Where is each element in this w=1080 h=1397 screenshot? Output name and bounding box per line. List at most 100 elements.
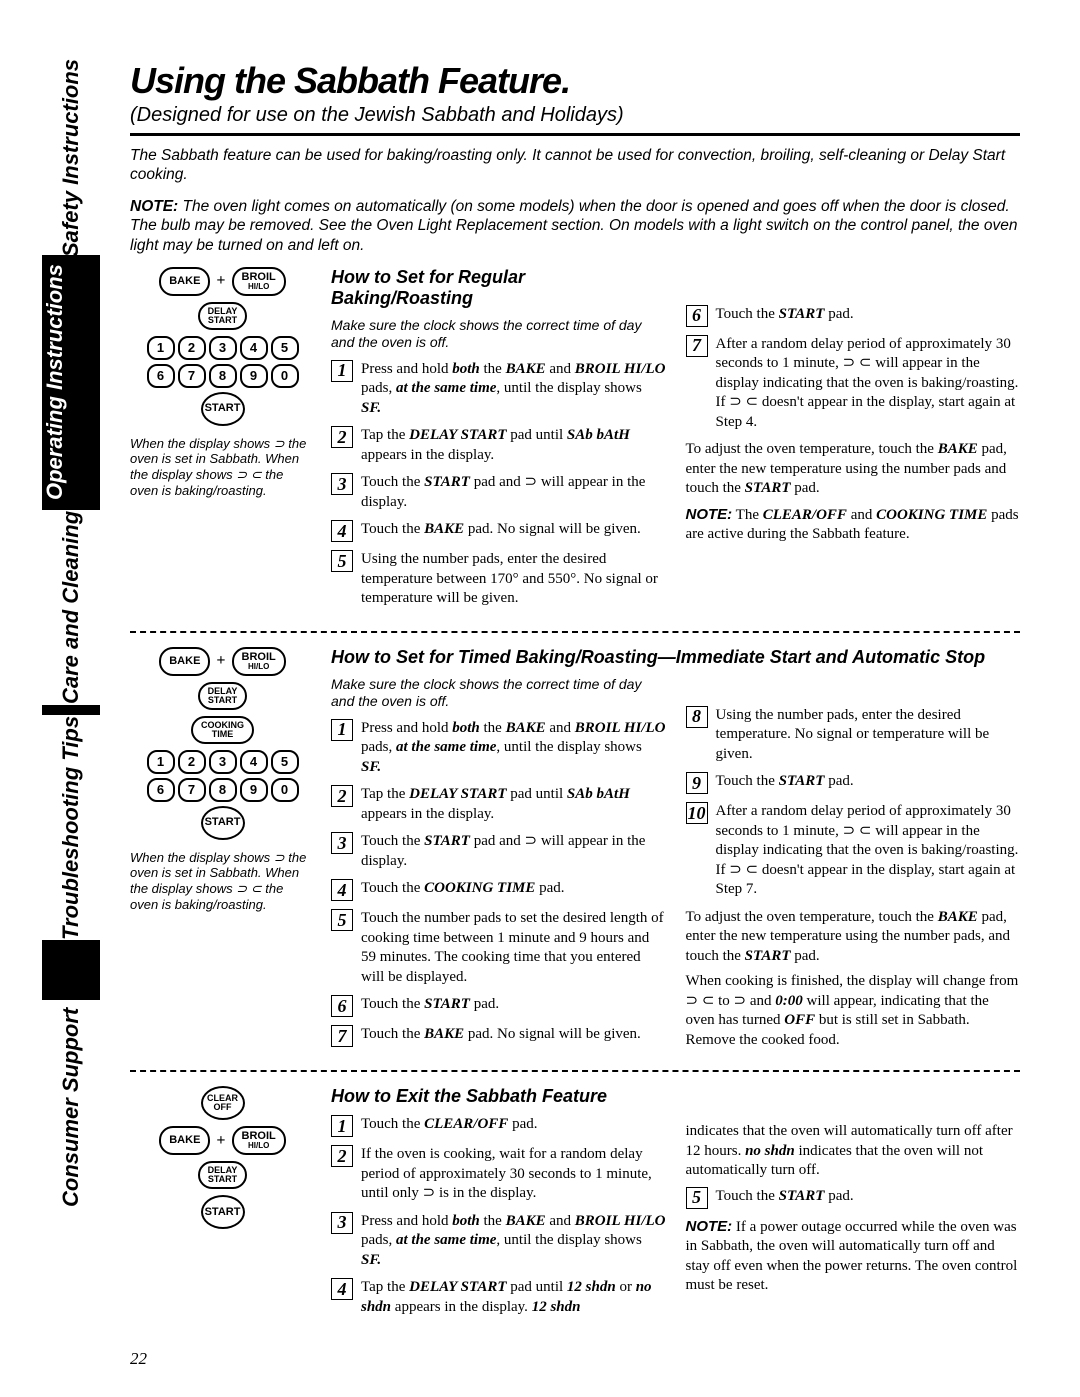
pad-9: 9: [240, 778, 268, 802]
pad-broil: BROILHI/LO: [232, 647, 286, 676]
step: 5Using the number pads, enter the desire…: [331, 550, 666, 609]
sec3-cont: indicates that the oven will automatical…: [686, 1122, 1021, 1181]
pad-6: 6: [147, 778, 175, 802]
pad-bake: BAKE: [159, 1126, 210, 1155]
tab-consumer-support[interactable]: Consumer Support: [42, 1000, 100, 1215]
step: 1Press and hold both the BAKE and BROIL …: [331, 360, 666, 419]
step-number: 1: [331, 1115, 353, 1137]
step-number: 1: [331, 719, 353, 741]
intro-2-text: The oven light comes on automatically (o…: [130, 198, 1017, 254]
control-panel-1: BAKE+BROILHI/LODELAYSTART1234567890START: [130, 267, 315, 426]
step-text: Tap the DELAY START pad until SAb bAtH a…: [361, 426, 666, 465]
tab-troubleshooting-tips[interactable]: Troubleshooting Tips: [42, 715, 100, 940]
step-number: 5: [331, 909, 353, 931]
tab-safety-instructions[interactable]: Safety Instructions: [42, 60, 100, 255]
step: 2 If the oven is cooking, wait for a rand…: [331, 1145, 666, 1204]
step: 10 After a random delay period of approxi…: [686, 802, 1021, 900]
step-text: Tap the DELAY START pad until 12 shdn or…: [361, 1278, 666, 1317]
pad-delay<br>start: DELAYSTART: [198, 1161, 248, 1189]
pad-9: 9: [240, 364, 268, 388]
pad-4: 4: [240, 750, 268, 774]
page-title: Using the Sabbath Feature.: [130, 60, 1020, 102]
pad-7: 7: [178, 778, 206, 802]
pad-broil: BROILHI/LO: [232, 1126, 286, 1155]
pad-1: 1: [147, 336, 175, 360]
sec2-adjust: To adjust the oven temperature, touch th…: [686, 908, 1021, 967]
step: 6 Touch the START pad.: [331, 995, 666, 1017]
step-number: 10: [686, 802, 708, 824]
step-number: 7: [686, 335, 708, 357]
step: 1 Touch the CLEAR/OFF pad.: [331, 1115, 666, 1137]
step: 7 After a random delay period of approxim…: [686, 335, 1021, 433]
pad-start: START: [201, 806, 245, 840]
step-text: Press and hold both the BAKE and BROIL H…: [361, 719, 666, 778]
intro-1: The Sabbath feature can be used for baki…: [130, 146, 1020, 185]
step: 5Touch the number pads to set the desire…: [331, 909, 666, 987]
section-regular-baking: BAKE+BROILHI/LODELAYSTART1234567890START…: [130, 267, 1020, 617]
manual-page: Safety Instructions Operating Instruction…: [0, 0, 1080, 1397]
step-number: 5: [686, 1187, 708, 1209]
step-number: 6: [331, 995, 353, 1017]
divider: [130, 133, 1020, 136]
step-text: Press and hold both the BAKE and BROIL H…: [361, 1212, 666, 1271]
step-text: If the oven is cooking, wait for a rando…: [361, 1145, 666, 1204]
sidebar: Safety Instructions Operating Instruction…: [42, 60, 100, 1190]
diagram-caption-2: When the display shows ⊃ the oven is set…: [130, 850, 315, 912]
sec2-finish: When cooking is finished, the display wi…: [686, 972, 1021, 1050]
section-2-title: How to Set for Timed Baking/Roasting—Imm…: [331, 647, 1020, 668]
step-number: 2: [331, 426, 353, 448]
pad-0: 0: [271, 364, 299, 388]
sec3-note: NOTE: If a power outage occurred while t…: [686, 1217, 1021, 1296]
step-text: Touch the BAKE pad. No signal will be gi…: [361, 1025, 666, 1047]
tab-operating-instructions[interactable]: Operating Instructions: [42, 265, 68, 500]
step-text: Touch the COOKING TIME pad.: [361, 879, 666, 901]
step-number: 3: [331, 832, 353, 854]
step-text: Touch the START pad.: [716, 305, 1021, 327]
step: 5 Touch the START pad.: [686, 1187, 1021, 1209]
step: 4 Tap the DELAY START pad until 12 shdn o…: [331, 1278, 666, 1317]
divider-dash: [130, 1070, 1020, 1072]
pad-broil: BROILHI/LO: [232, 267, 286, 296]
step-number: 3: [331, 1212, 353, 1234]
pad-bake: BAKE: [159, 267, 210, 296]
step: 3 Press and hold both the BAKE and BROIL …: [331, 1212, 666, 1271]
step-number: 6: [686, 305, 708, 327]
note-label: NOTE:: [130, 198, 178, 215]
pad-4: 4: [240, 336, 268, 360]
step-text: Touch the START pad.: [716, 772, 1021, 794]
step-number: 4: [331, 1278, 353, 1300]
step: 9Touch the START pad.: [686, 772, 1021, 794]
step-text: Press and hold both the BAKE and BROIL H…: [361, 360, 666, 419]
step-number: 7: [331, 1025, 353, 1047]
step-text: Touch the BAKE pad. No signal will be gi…: [361, 520, 666, 542]
pad-clear<br>off: CLEAROFF: [201, 1086, 245, 1120]
diagram-caption-1: When the display shows ⊃ the oven is set…: [130, 436, 315, 498]
pad-0: 0: [271, 778, 299, 802]
step: 8Using the number pads, enter the desire…: [686, 706, 1021, 765]
step-text: After a random delay period of approxima…: [716, 802, 1021, 900]
pad-3: 3: [209, 750, 237, 774]
pad-1: 1: [147, 750, 175, 774]
tab-care-and-cleaning[interactable]: Care and Cleaning: [42, 510, 100, 705]
pad-8: 8: [209, 364, 237, 388]
section-3-title: How to Exit the Sabbath Feature: [331, 1086, 666, 1107]
sec1-note: NOTE: The CLEAR/OFF and COOKING TIME pad…: [686, 505, 1021, 545]
pad-start: START: [201, 392, 245, 426]
control-panel-2: BAKE+BROILHI/LODELAYSTARTCOOKINGTIME1234…: [130, 647, 315, 840]
step-number: 4: [331, 879, 353, 901]
step: 3 Touch the START pad and ⊃ will appear i…: [331, 832, 666, 871]
pad-2: 2: [178, 750, 206, 774]
section-timed-baking: BAKE+BROILHI/LODELAYSTARTCOOKINGTIME1234…: [130, 647, 1020, 1057]
step: 3Touch the START pad and ⊃ will appear i…: [331, 473, 666, 512]
step: 2 Tap the DELAY START pad until SAb bAtH …: [331, 426, 666, 465]
step-text: Touch the START pad and ⊃ will appear in…: [361, 832, 666, 871]
pad-3: 3: [209, 336, 237, 360]
step-number: 2: [331, 1145, 353, 1167]
step-text: Touch the CLEAR/OFF pad.: [361, 1115, 666, 1137]
step-number: 3: [331, 473, 353, 495]
step-text: Tap the DELAY START pad until SAb bAtH a…: [361, 785, 666, 824]
content: Using the Sabbath Feature. (Designed for…: [130, 60, 1020, 1325]
step-text: Touch the START pad.: [716, 1187, 1021, 1209]
step-text: Touch the START pad.: [361, 995, 666, 1017]
step-text: After a random delay period of approxima…: [716, 335, 1021, 433]
